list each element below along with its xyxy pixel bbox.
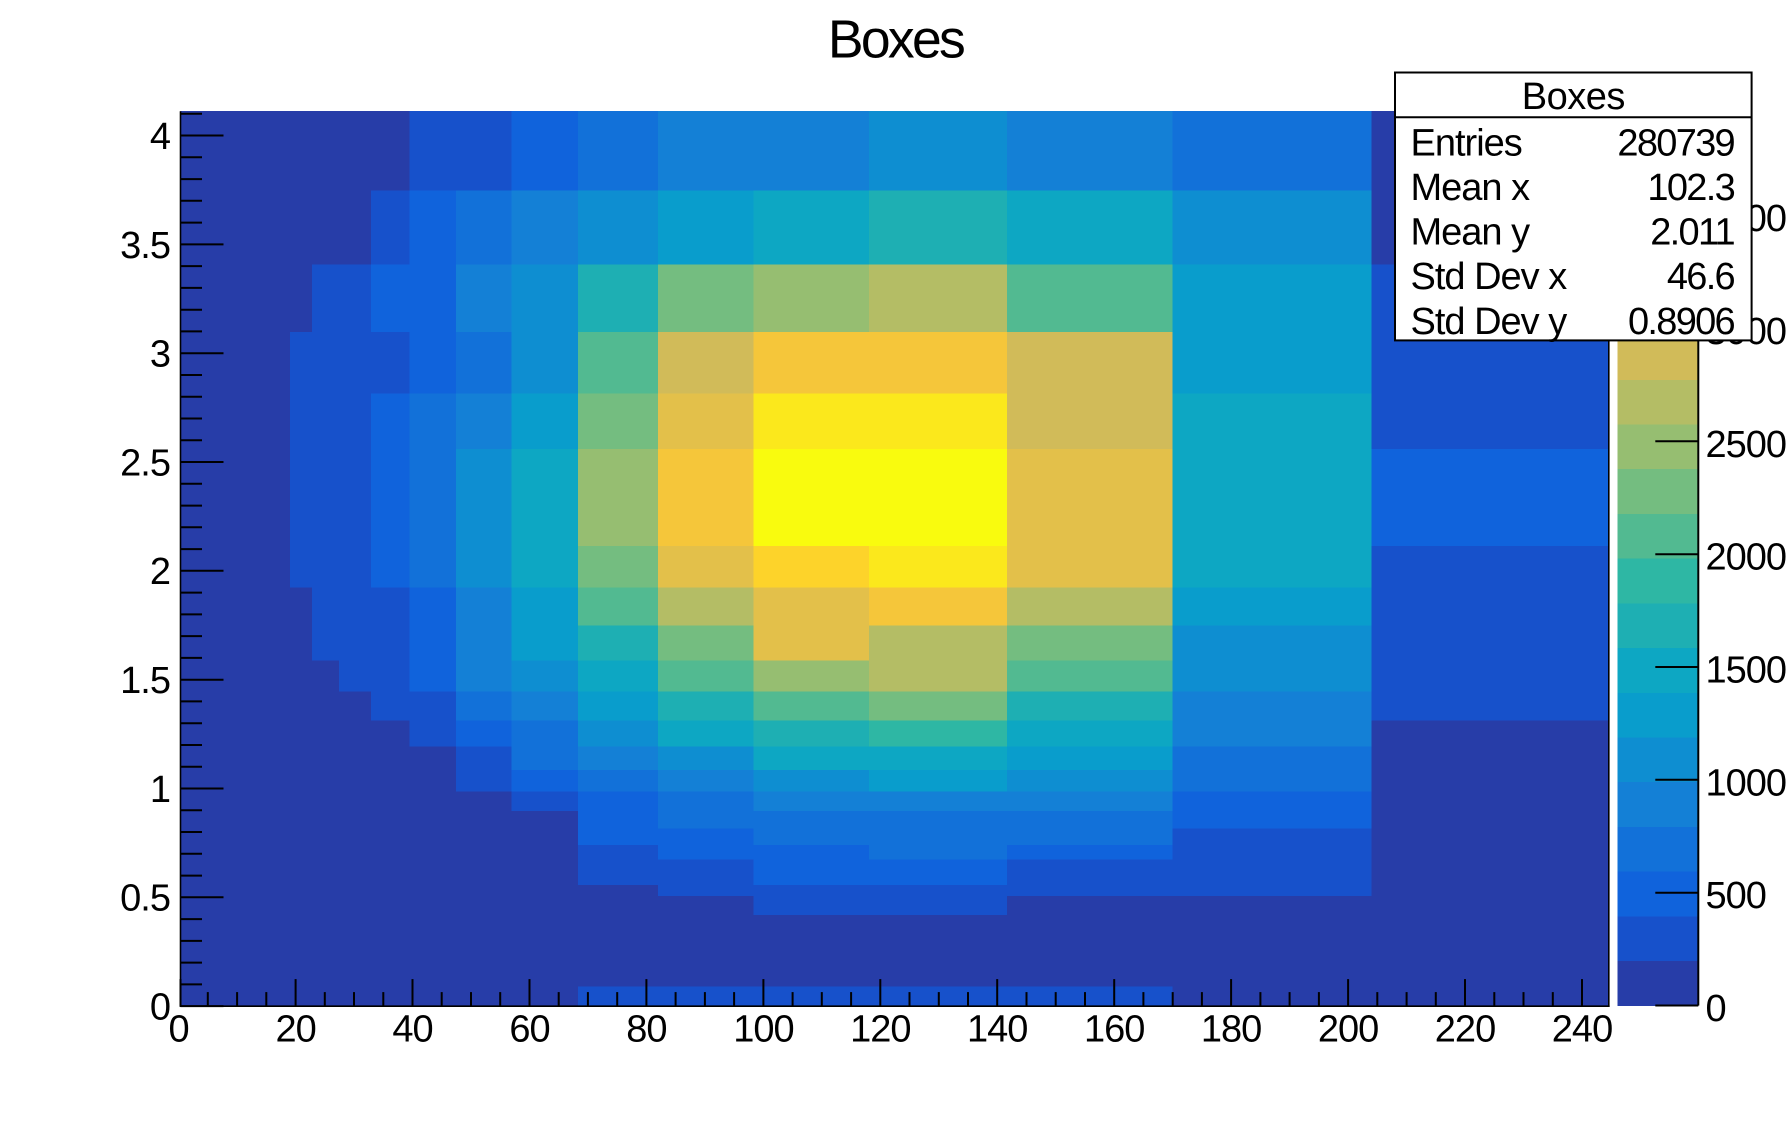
- svg-text:160: 160: [1084, 1009, 1144, 1051]
- svg-text:2.011: 2.011: [1650, 212, 1734, 254]
- svg-text:102.3: 102.3: [1647, 167, 1734, 209]
- svg-text:0: 0: [150, 987, 170, 1029]
- svg-text:140: 140: [967, 1009, 1027, 1051]
- svg-text:46.6: 46.6: [1667, 256, 1735, 298]
- svg-text:Mean x: Mean x: [1411, 167, 1531, 209]
- svg-text:2000: 2000: [1706, 537, 1787, 579]
- svg-text:200: 200: [1318, 1009, 1378, 1051]
- svg-text:280739: 280739: [1617, 122, 1734, 164]
- svg-text:1: 1: [150, 769, 170, 811]
- svg-text:500: 500: [1706, 875, 1766, 917]
- svg-text:2: 2: [150, 551, 170, 593]
- svg-text:0: 0: [169, 1009, 189, 1051]
- svg-text:Boxes: Boxes: [1522, 76, 1625, 118]
- svg-text:Boxes: Boxes: [828, 11, 964, 70]
- svg-text:1.5: 1.5: [120, 660, 170, 702]
- svg-text:100: 100: [733, 1009, 793, 1051]
- svg-text:Std Dev y: Std Dev y: [1411, 301, 1568, 343]
- svg-text:240: 240: [1552, 1009, 1612, 1051]
- svg-text:Std Dev x: Std Dev x: [1411, 256, 1568, 298]
- svg-text:40: 40: [392, 1009, 432, 1051]
- svg-text:2.5: 2.5: [120, 442, 170, 484]
- svg-text:0.5: 0.5: [120, 878, 170, 920]
- svg-text:220: 220: [1435, 1009, 1495, 1051]
- svg-text:0: 0: [1706, 988, 1726, 1030]
- svg-text:1500: 1500: [1706, 650, 1787, 692]
- svg-text:20: 20: [275, 1009, 315, 1051]
- svg-text:4: 4: [150, 116, 171, 158]
- svg-text:80: 80: [626, 1009, 666, 1051]
- svg-text:3.5: 3.5: [120, 225, 170, 267]
- svg-text:180: 180: [1201, 1009, 1261, 1051]
- svg-text:120: 120: [850, 1009, 910, 1051]
- svg-text:2500: 2500: [1706, 424, 1787, 466]
- svg-text:0.8906: 0.8906: [1628, 301, 1735, 343]
- svg-text:Mean y: Mean y: [1411, 212, 1531, 254]
- svg-text:3: 3: [150, 334, 170, 376]
- svg-text:1000: 1000: [1706, 762, 1787, 804]
- svg-text:Entries: Entries: [1411, 122, 1522, 164]
- svg-text:60: 60: [509, 1009, 549, 1051]
